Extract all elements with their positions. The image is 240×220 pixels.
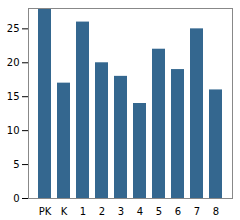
svg-text:5: 5 [13, 159, 19, 170]
svg-text:3: 3 [118, 206, 124, 217]
svg-text:1: 1 [80, 206, 86, 217]
svg-text:2: 2 [99, 206, 105, 217]
svg-text:10: 10 [7, 125, 20, 136]
svg-text:25: 25 [7, 23, 20, 34]
svg-text:15: 15 [7, 91, 20, 102]
svg-text:6: 6 [175, 206, 181, 217]
svg-text:20: 20 [7, 57, 20, 68]
svg-text:PK: PK [39, 206, 52, 217]
svg-text:0: 0 [13, 193, 19, 204]
svg-text:4: 4 [137, 206, 143, 217]
svg-text:K: K [61, 206, 68, 217]
svg-text:8: 8 [213, 206, 219, 217]
svg-text:5: 5 [156, 206, 162, 217]
svg-text:7: 7 [194, 206, 200, 217]
